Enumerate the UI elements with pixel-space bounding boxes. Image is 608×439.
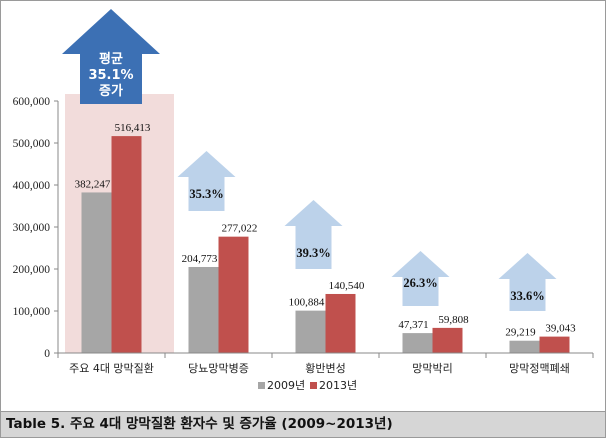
y-tick-label: 500,000 bbox=[13, 138, 51, 150]
data-label: 277,022 bbox=[222, 223, 258, 235]
x-tick-label: 당뇨망막병증 bbox=[188, 362, 249, 375]
table-caption: Table 5. 주요 4대 망막질환 환자수 및 증가율 (2009~2013… bbox=[0, 412, 606, 438]
x-tick-label: 망막박리 bbox=[412, 362, 452, 375]
y-tick-label: 600,000 bbox=[13, 96, 51, 108]
bar-2009 bbox=[81, 192, 112, 353]
growth-arrow bbox=[391, 251, 450, 306]
growth-label: 26.3% bbox=[403, 276, 437, 290]
legend-label: 2013년 bbox=[319, 379, 357, 392]
x-tick-label: 황반변성 bbox=[305, 362, 345, 375]
chart-frame: 0 100,000 200,000 300,000 400,000 500,000 600,… bbox=[0, 0, 606, 412]
growth-label: 35.3% bbox=[189, 187, 223, 201]
y-tick-label: 400,000 bbox=[13, 180, 51, 192]
bar-2013 bbox=[111, 136, 142, 353]
y-tick-label: 0 bbox=[44, 348, 50, 360]
y-tick-label: 300,000 bbox=[13, 222, 51, 234]
y-tick-label: 100,000 bbox=[13, 306, 51, 318]
highlight-label: 증가 bbox=[99, 84, 123, 99]
legend-label: 2009년 bbox=[267, 379, 305, 392]
data-label: 29,219 bbox=[505, 327, 536, 339]
bar-chart: 0 100,000 200,000 300,000 400,000 500,000 600,… bbox=[13, 9, 594, 392]
data-label: 59,808 bbox=[438, 314, 469, 326]
data-label: 204,773 bbox=[182, 253, 218, 265]
growth-label: 33.6% bbox=[510, 289, 544, 303]
x-tick-label: 망막정맥폐쇄 bbox=[509, 362, 570, 375]
y-tick-label: 200,000 bbox=[13, 264, 51, 276]
bar-2009 bbox=[509, 340, 540, 353]
growth-arrow bbox=[284, 200, 343, 269]
data-label: 516,413 bbox=[115, 122, 151, 134]
bar-2009 bbox=[188, 266, 219, 353]
legend-swatch bbox=[258, 382, 265, 389]
highlight-label: 평균 bbox=[99, 51, 123, 67]
bar-2013 bbox=[432, 327, 463, 353]
growth-arrow bbox=[177, 151, 236, 211]
legend-swatch bbox=[310, 382, 317, 389]
growth-label: 39.3% bbox=[296, 246, 330, 260]
bar-2013 bbox=[539, 336, 570, 353]
data-label: 47,371 bbox=[398, 319, 428, 331]
bar-2013 bbox=[218, 236, 249, 353]
data-label: 140,540 bbox=[329, 280, 365, 292]
data-label: 39,043 bbox=[545, 323, 576, 335]
highlight-label: 35.1% bbox=[88, 68, 133, 83]
x-tick-label: 주요 4대 망막질환 bbox=[69, 362, 154, 375]
bar-2009 bbox=[402, 333, 433, 353]
growth-arrow bbox=[498, 253, 557, 311]
bar-2013 bbox=[325, 293, 356, 353]
data-label: 100,884 bbox=[289, 297, 325, 309]
highlight-arrow bbox=[62, 9, 160, 104]
data-label: 382,247 bbox=[75, 178, 111, 190]
bar-2009 bbox=[295, 310, 326, 353]
